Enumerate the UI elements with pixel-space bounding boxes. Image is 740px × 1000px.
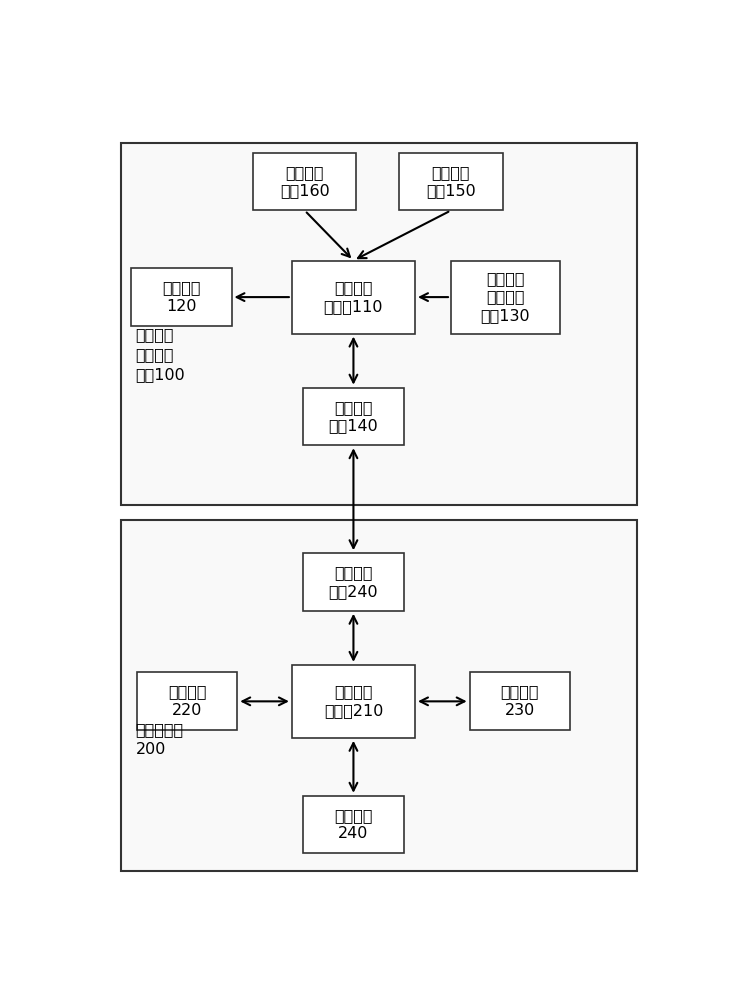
Text: 扣费单元
240: 扣费单元 240 [334,808,373,841]
Bar [303,796,403,853]
Text: 人机交互
模块160: 人机交互 模块160 [280,165,329,198]
Text: 解锁单元
120: 解锁单元 120 [162,280,201,314]
Text: 能量焦耳
消耗检测
模块130: 能量焦耳 消耗检测 模块130 [480,271,531,323]
Bar [121,520,637,871]
Bar [451,261,560,334]
Bar [121,143,637,505]
Text: 充电锂电
池管理子
系统100: 充电锂电 池管理子 系统100 [135,328,185,382]
Bar [131,268,232,326]
Bar [303,388,403,445]
Bar [292,261,415,334]
Text: 第二通讯
单元240: 第二通讯 单元240 [329,565,378,599]
Text: 判断模块
220: 判断模块 220 [168,685,206,718]
Bar [253,153,357,210]
Text: 第一存储
单元150: 第一存储 单元150 [426,165,476,198]
Text: 第二中央
处理器210: 第二中央 处理器210 [324,685,383,718]
Text: 云端服务器
200: 云端服务器 200 [135,722,184,757]
Text: 计费单元
230: 计费单元 230 [500,685,539,718]
Bar [303,553,403,611]
Bar [470,672,570,730]
Text: 第一中央
处理器110: 第一中央 处理器110 [323,280,383,314]
Bar [292,665,415,738]
Text: 第一通讯
单元140: 第一通讯 单元140 [329,400,378,433]
Bar [400,153,502,210]
Bar [137,672,238,730]
